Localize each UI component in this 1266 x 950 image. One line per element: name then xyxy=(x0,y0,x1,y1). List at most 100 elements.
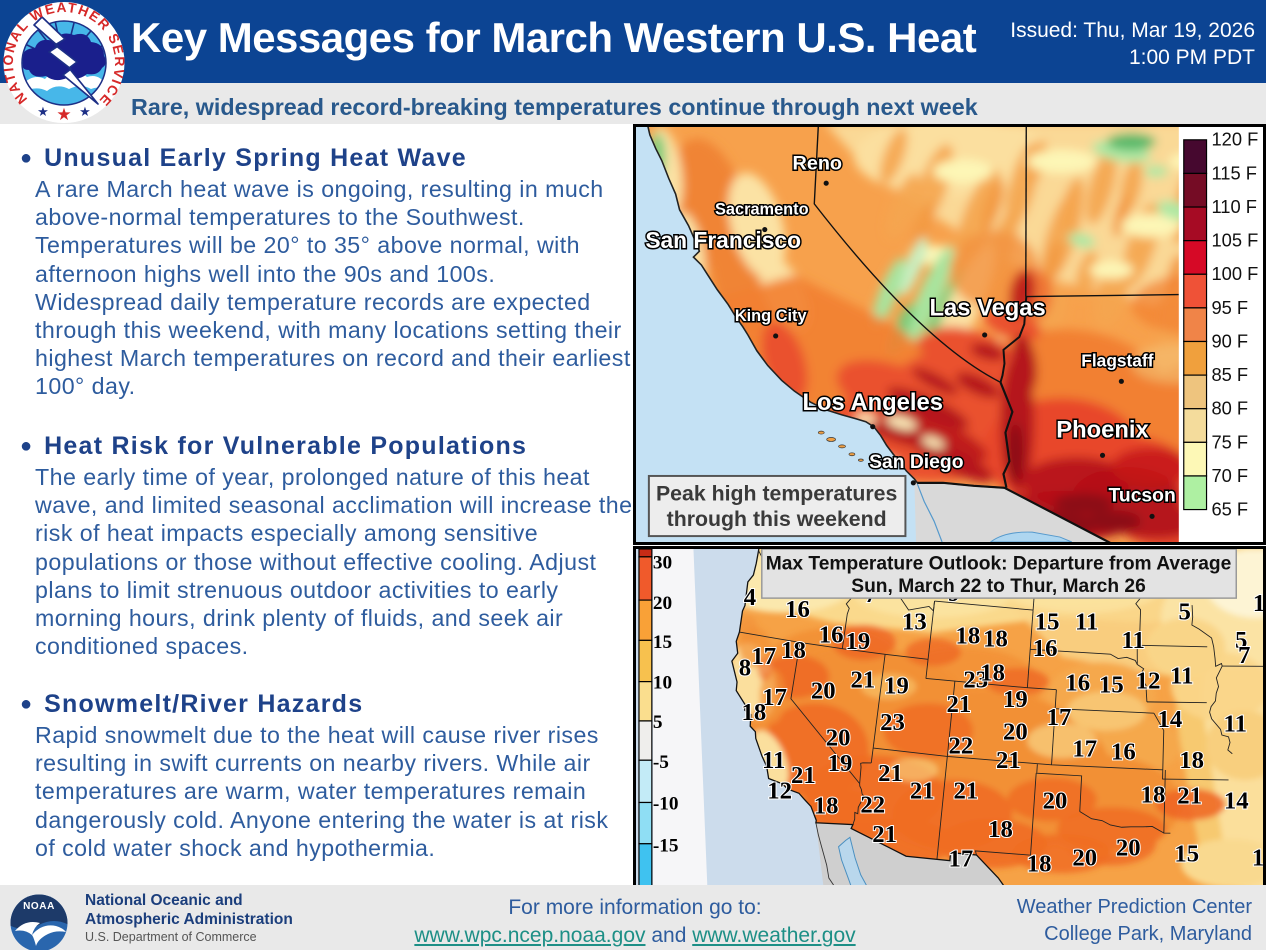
svg-text:Peak high temperatures: Peak high temperatures xyxy=(656,482,897,506)
svg-text:21: 21 xyxy=(791,762,816,789)
svg-text:21: 21 xyxy=(996,747,1021,774)
svg-text:20: 20 xyxy=(1116,835,1141,862)
svg-text:17: 17 xyxy=(1072,735,1097,762)
svg-text:18: 18 xyxy=(983,625,1008,652)
svg-text:★: ★ xyxy=(37,104,49,119)
svg-text:22: 22 xyxy=(860,791,885,818)
svg-text:16: 16 xyxy=(819,621,844,648)
svg-text:Sun, March 22 to Thur, March 2: Sun, March 22 to Thur, March 26 xyxy=(851,576,1146,597)
svg-text:16: 16 xyxy=(1065,670,1090,697)
svg-text:★: ★ xyxy=(56,105,71,124)
svg-text:16: 16 xyxy=(785,596,810,623)
svg-text:San Diego: San Diego xyxy=(869,452,963,473)
svg-text:110 F: 110 F xyxy=(1211,196,1256,217)
svg-text:18: 18 xyxy=(988,816,1013,843)
svg-text:11: 11 xyxy=(1170,663,1193,690)
svg-text:21: 21 xyxy=(1177,783,1202,810)
svg-text:21: 21 xyxy=(947,691,972,718)
svg-text:NOAA: NOAA xyxy=(23,901,55,912)
svg-text:1: 1 xyxy=(1252,844,1263,871)
svg-text:8: 8 xyxy=(739,655,751,682)
svg-text:16: 16 xyxy=(1111,738,1136,765)
svg-text:Los Angeles: Los Angeles xyxy=(803,390,943,416)
svg-text:Sacramento: Sacramento xyxy=(715,201,809,219)
svg-text:95 F: 95 F xyxy=(1211,297,1248,318)
svg-text:20: 20 xyxy=(1043,787,1068,814)
svg-text:20: 20 xyxy=(811,677,836,704)
svg-text:13: 13 xyxy=(902,609,927,636)
svg-text:115 F: 115 F xyxy=(1211,162,1256,183)
svg-text:18: 18 xyxy=(980,660,1005,687)
svg-text:21: 21 xyxy=(878,760,903,787)
svg-text:70 F: 70 F xyxy=(1211,465,1248,486)
svg-text:15: 15 xyxy=(1035,609,1060,636)
svg-text:★: ★ xyxy=(79,104,91,119)
svg-text:-5: -5 xyxy=(653,752,669,773)
svg-text:16: 16 xyxy=(1033,635,1058,662)
svg-text:18: 18 xyxy=(1141,782,1166,809)
svg-text:Max Temperature Outlook: Depar: Max Temperature Outlook: Departure from … xyxy=(766,554,1232,575)
svg-text:5: 5 xyxy=(653,712,663,733)
svg-text:18: 18 xyxy=(741,699,766,726)
svg-text:4: 4 xyxy=(744,584,756,611)
svg-text:7: 7 xyxy=(1238,642,1250,669)
svg-text:80 F: 80 F xyxy=(1211,398,1248,419)
svg-text:21: 21 xyxy=(910,778,935,805)
svg-text:75 F: 75 F xyxy=(1211,431,1248,452)
svg-text:18: 18 xyxy=(814,792,839,819)
svg-text:17: 17 xyxy=(949,845,974,872)
svg-text:18: 18 xyxy=(955,622,980,649)
svg-text:23: 23 xyxy=(963,667,988,694)
svg-text:30: 30 xyxy=(653,553,672,574)
svg-text:11: 11 xyxy=(1224,711,1247,738)
svg-text:65 F: 65 F xyxy=(1211,499,1248,520)
svg-text:-10: -10 xyxy=(653,793,679,814)
svg-text:105 F: 105 F xyxy=(1211,230,1258,251)
svg-text:20: 20 xyxy=(653,593,672,614)
svg-text:King City: King City xyxy=(735,307,807,325)
svg-text:20: 20 xyxy=(1003,719,1028,746)
svg-text:17: 17 xyxy=(751,643,776,670)
svg-text:15: 15 xyxy=(1099,672,1124,699)
svg-text:20: 20 xyxy=(826,725,851,752)
svg-text:21: 21 xyxy=(850,667,875,694)
svg-text:120 F: 120 F xyxy=(1211,129,1258,150)
svg-text:21: 21 xyxy=(872,821,897,848)
svg-text:-15: -15 xyxy=(653,836,679,857)
svg-text:85 F: 85 F xyxy=(1211,364,1248,385)
svg-text:18: 18 xyxy=(1179,747,1204,774)
svg-text:19: 19 xyxy=(845,628,870,655)
svg-text:21: 21 xyxy=(953,778,978,805)
svg-text:90 F: 90 F xyxy=(1211,330,1248,351)
svg-text:11: 11 xyxy=(1122,627,1145,654)
svg-text:1: 1 xyxy=(1253,590,1263,617)
svg-text:11: 11 xyxy=(762,747,785,774)
svg-text:Reno: Reno xyxy=(793,152,842,174)
svg-text:14: 14 xyxy=(1224,787,1249,814)
svg-text:10: 10 xyxy=(653,673,672,694)
svg-text:19: 19 xyxy=(1003,686,1028,713)
svg-text:18: 18 xyxy=(781,637,806,664)
svg-text:18: 18 xyxy=(1027,850,1052,877)
svg-text:19: 19 xyxy=(884,673,909,700)
svg-text:Tucson: Tucson xyxy=(1109,486,1176,507)
svg-text:11: 11 xyxy=(1075,609,1098,636)
svg-text:5: 5 xyxy=(1179,599,1191,626)
svg-text:5: 5 xyxy=(1235,627,1247,654)
svg-text:22: 22 xyxy=(949,732,974,759)
svg-text:23: 23 xyxy=(880,709,905,736)
svg-text:12: 12 xyxy=(767,778,792,805)
svg-text:20: 20 xyxy=(1072,844,1097,871)
svg-text:Phoenix: Phoenix xyxy=(1056,418,1149,444)
svg-text:San Francisco: San Francisco xyxy=(645,227,801,253)
svg-text:17: 17 xyxy=(1047,704,1072,731)
svg-text:100 F: 100 F xyxy=(1211,263,1258,284)
svg-text:17: 17 xyxy=(762,684,787,711)
svg-text:through this weekend: through this weekend xyxy=(667,507,887,531)
svg-text:Flagstaff: Flagstaff xyxy=(1081,351,1153,371)
svg-text:19: 19 xyxy=(828,750,853,777)
svg-text:15: 15 xyxy=(653,632,672,653)
svg-text:Las Vegas: Las Vegas xyxy=(930,295,1046,321)
svg-text:12: 12 xyxy=(1136,668,1161,695)
svg-text:14: 14 xyxy=(1158,706,1183,733)
